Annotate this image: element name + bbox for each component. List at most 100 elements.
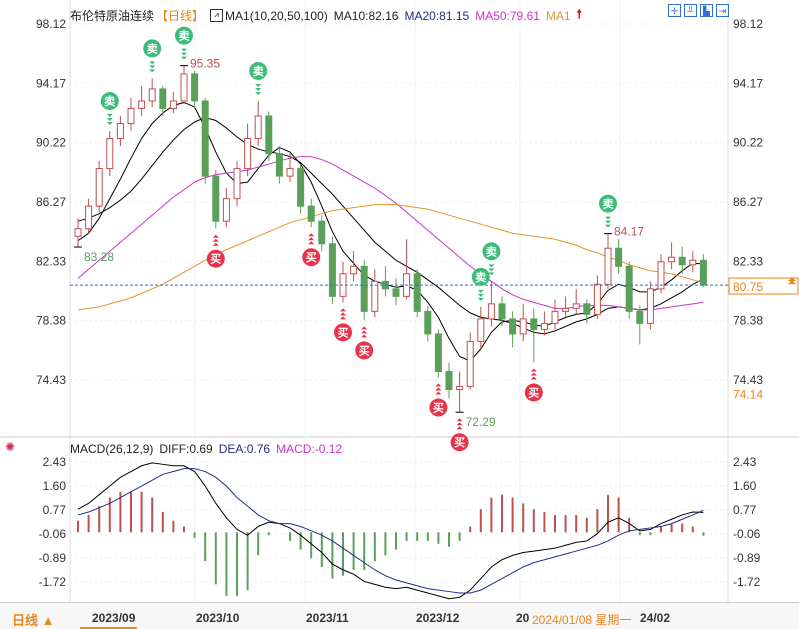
sell-arrow-icon [106, 122, 113, 126]
candle [668, 242, 676, 270]
signal-badge [524, 383, 543, 402]
y-tick-right: 78.38 [733, 314, 763, 328]
sell-arrow-icon [605, 216, 611, 220]
extreme-label: 84.17 [614, 225, 644, 239]
period-underline [80, 627, 137, 629]
candle [519, 303, 527, 342]
buy-arrow-icon [361, 334, 368, 338]
sell-arrow-icon [488, 268, 495, 272]
candle [212, 170, 220, 229]
candle [657, 254, 665, 294]
signal-badge [599, 194, 617, 213]
candle-body [297, 168, 305, 207]
y-tick-left: 82.33 [36, 254, 66, 268]
candle-body [275, 153, 283, 177]
candle [191, 70, 199, 109]
candle-body [466, 340, 474, 388]
sell-arrow-icon [477, 297, 484, 301]
extreme-label: 95.35 [190, 57, 220, 71]
candle [540, 311, 548, 336]
candle [85, 198, 93, 234]
buy-arrow-icon [308, 241, 315, 245]
macd-tick-right: 2.43 [733, 455, 757, 469]
candle-body [201, 100, 209, 177]
instrument-title: 布伦特原油连续 [70, 9, 155, 23]
candle [583, 299, 591, 324]
candle-body [233, 168, 241, 200]
candle [678, 246, 686, 274]
candle-body [689, 259, 697, 266]
y-tick-right: 86.27 [733, 195, 763, 209]
macd-value: MACD:-0.12 [276, 442, 343, 456]
period-button[interactable]: 日线 ▲ [12, 613, 55, 628]
ma20-value: MA20:81.15 [404, 8, 470, 23]
candle [350, 251, 358, 282]
candle [424, 305, 432, 342]
candle-body [530, 318, 538, 330]
buy-arrow-icon [530, 372, 537, 376]
buy-signal: 买 [450, 418, 469, 452]
y-tick-right: 74.43 [733, 373, 763, 387]
candle-body [424, 310, 432, 335]
candle [360, 260, 368, 321]
candle [604, 233, 612, 289]
macd-tick-right: 0.77 [733, 503, 757, 517]
candle-body [106, 138, 114, 170]
candle [222, 188, 230, 228]
signal-label: 卖 [253, 64, 264, 78]
candle-body [74, 228, 82, 237]
sell-signal: 卖 [249, 61, 268, 95]
candle [636, 305, 644, 345]
sell-signal: 卖 [143, 39, 162, 73]
candle [127, 97, 135, 132]
x-tick-label: 20 [516, 611, 530, 625]
buy-signal: 买 [302, 233, 321, 267]
extreme-label: 72.29 [466, 415, 496, 429]
x-tick-label: 2023/11 [306, 611, 349, 625]
signal-label: 买 [338, 326, 349, 339]
candle [445, 362, 453, 399]
sell-arrow-icon [149, 65, 156, 69]
macd-params[interactable]: MACD(26,12,9) [70, 442, 154, 456]
sell-arrow-icon [255, 83, 262, 87]
candle-body [116, 122, 124, 140]
candle-body [477, 318, 485, 342]
chart-type-icon[interactable]: ⩘ [210, 9, 224, 22]
macd-tick-left: -0.06 [39, 527, 67, 541]
exit-icon[interactable]: ⇥ [716, 4, 729, 17]
candle-body [562, 307, 570, 312]
candle [318, 215, 326, 252]
signal-label: 卖 [147, 41, 158, 55]
chart-compare-icon[interactable]: ╨ [684, 4, 697, 17]
chart-canvas[interactable]: 98.12 98.12 94.17 94.17 90.22 90.22 86.27 86.27… [0, 0, 799, 602]
indicator-settings-icon[interactable]: ✺ [5, 440, 16, 454]
candle [159, 85, 167, 116]
candle-body [615, 247, 623, 267]
candle-body [265, 115, 273, 155]
macd-header: MACD(26,12,9) DIFF:0.69 DEA:0.76 MACD:-0… [70, 442, 342, 456]
signal-badge [482, 242, 501, 261]
buy-arrow-icon [361, 326, 368, 330]
ma-params[interactable]: MA1(10,20,50,100) [225, 8, 328, 23]
red-up-arrow-icon[interactable]: 🠕 [576, 7, 582, 21]
candle [646, 281, 654, 330]
candle [572, 288, 580, 315]
signal-badge [302, 248, 321, 267]
signal-badge [100, 92, 119, 111]
buy-signal: 买 [429, 383, 448, 417]
crosshair-icon[interactable]: ✛ [668, 4, 681, 17]
candle-body [498, 303, 506, 320]
buy-signal: 买 [355, 326, 374, 360]
chart-indicator-icon[interactable]: ▙ [700, 4, 713, 17]
buy-arrow-icon [456, 426, 463, 430]
candle [233, 161, 241, 207]
candle [116, 115, 124, 147]
candle-body [350, 265, 358, 275]
period-label[interactable]: 【日线】 [156, 9, 205, 23]
buy-arrow-icon [530, 376, 537, 380]
buy-arrow-icon [435, 383, 442, 387]
macd-tick-left: 1.60 [43, 479, 67, 493]
sell-arrow-icon [477, 293, 484, 297]
macd-tick-right: -1.72 [733, 575, 761, 589]
candle [381, 266, 389, 297]
